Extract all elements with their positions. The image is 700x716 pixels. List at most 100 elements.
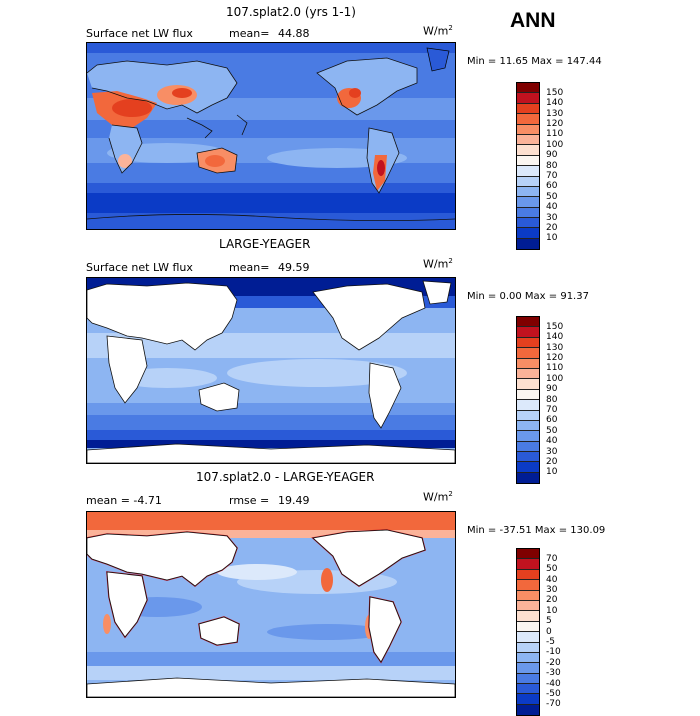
- panel2-level-label: 80: [546, 395, 558, 405]
- panel2-mean-label: mean=: [229, 261, 270, 274]
- panel1-mean-value: 44.88: [278, 27, 310, 40]
- panel3-level-label: 30: [546, 585, 558, 595]
- panel1-variable-label: Surface net LW flux: [86, 27, 193, 40]
- panel3-level-label: -50: [546, 689, 561, 699]
- panel2-swatch-9: [517, 410, 539, 421]
- panel3-swatch-4: [517, 590, 539, 601]
- panel3-level-label: 5: [546, 616, 552, 626]
- panel2-swatch-1: [517, 327, 539, 338]
- panel3-level-label: -30: [546, 668, 561, 678]
- panel1-swatch-5: [517, 134, 539, 146]
- panel2-level-label: 110: [546, 363, 564, 373]
- panel2-level-label: 150: [546, 322, 564, 332]
- panel3-level-label: -5: [546, 637, 555, 647]
- panel2-swatch-14: [517, 462, 539, 473]
- panel1-minmax: Min = 11.65 Max = 147.44: [467, 56, 602, 67]
- panel2-level-label: 20: [546, 457, 558, 467]
- panel3-level-label: 50: [546, 564, 558, 574]
- panel2-swatch-10: [517, 420, 539, 432]
- panel2-level-label: 30: [546, 447, 558, 457]
- panel3-title: 107.splat2.0 - LARGE-YEAGER: [196, 470, 375, 484]
- panel3-colorbar: [516, 548, 540, 716]
- panel1-units: W/m2: [423, 24, 453, 38]
- panel3-level-label: 20: [546, 595, 558, 605]
- panel3-level-label: -10: [546, 647, 561, 657]
- panel2-level-label: 90: [546, 384, 558, 394]
- panel2-swatch-4: [517, 358, 539, 369]
- panel1-swatch-12: [517, 207, 539, 219]
- panel2-map: [86, 277, 456, 464]
- panel3-swatch-3: [517, 580, 539, 591]
- panel1-level-label: 10: [546, 233, 558, 243]
- panel2-swatch-15: [517, 472, 539, 484]
- panel3-swatch-9: [517, 642, 539, 653]
- panel2-map-canvas: [87, 278, 455, 463]
- panel3-swatch-5: [517, 600, 539, 612]
- panel2-swatch-11: [517, 431, 539, 442]
- panel1-swatch-13: [517, 218, 539, 229]
- panel3-map: [86, 511, 456, 698]
- panel2-swatch-7: [517, 389, 539, 401]
- panel1-swatch-4: [517, 124, 539, 135]
- panel1-level-label: 70: [546, 171, 558, 181]
- panel3-swatch-12: [517, 673, 539, 685]
- panel2-swatch-5: [517, 368, 539, 380]
- panel2-level-label: 70: [546, 405, 558, 415]
- panel3-level-label: 40: [546, 575, 558, 585]
- panel1-swatch-3: [517, 114, 539, 125]
- panel3-swatch-8: [517, 632, 539, 643]
- panel1-swatch-1: [517, 93, 539, 104]
- panel2-variable-label: Surface net LW flux: [86, 261, 193, 274]
- panel1-level-label: 110: [546, 129, 564, 139]
- panel1-swatch-9: [517, 176, 539, 187]
- panel2-level-label: 40: [546, 436, 558, 446]
- panel2-level-label: 100: [546, 374, 564, 384]
- panel3-rmse-label: rmse =: [229, 494, 270, 507]
- panel2-colorbar: [516, 316, 540, 485]
- panel3-level-label: 10: [546, 606, 558, 616]
- panel1-level-label: 50: [546, 192, 558, 202]
- panel3-swatch-15: [517, 704, 539, 716]
- panel3-minmax: Min = -37.51 Max = 130.09: [467, 525, 606, 536]
- panel1-level-label: 130: [546, 109, 564, 119]
- panel2-mean-value: 49.59: [278, 261, 310, 274]
- panel3-swatch-6: [517, 611, 539, 622]
- panel2-swatch-8: [517, 400, 539, 411]
- panel2-units: W/m2: [423, 257, 453, 271]
- panel3-swatch-10: [517, 652, 539, 664]
- panel2-swatch-3: [517, 348, 539, 359]
- panel1-map-canvas: [87, 43, 455, 229]
- panel1-swatch-7: [517, 155, 539, 167]
- panel1-level-label: 80: [546, 161, 558, 171]
- panel3-mean-label: mean = -4.71: [86, 494, 162, 507]
- panel2-level-label: 50: [546, 426, 558, 436]
- panel1-title: 107.splat2.0 (yrs 1-1): [226, 5, 356, 19]
- panel1-swatch-0: [517, 83, 539, 94]
- panel3-level-label: -70: [546, 699, 561, 709]
- panel2-title: LARGE-YEAGER: [219, 237, 311, 251]
- panel1-swatch-14: [517, 228, 539, 239]
- panel3-swatch-7: [517, 621, 539, 633]
- panel2-level-label: 60: [546, 415, 558, 425]
- panel2-swatch-0: [517, 317, 539, 328]
- panel3-level-label: 70: [546, 554, 558, 564]
- panel3-swatch-1: [517, 559, 539, 570]
- panel1-level-label: 20: [546, 223, 558, 233]
- panel3-swatch-0: [517, 549, 539, 560]
- panel2-swatch-6: [517, 379, 539, 390]
- panel3-swatch-11: [517, 663, 539, 674]
- panel3-level-label: -20: [546, 658, 561, 668]
- panel2-level-label: 120: [546, 353, 564, 363]
- panel1-swatch-6: [517, 145, 539, 156]
- panel3-rmse-value: 19.49: [278, 494, 310, 507]
- panel1-swatch-10: [517, 186, 539, 198]
- panel2-level-label: 140: [546, 332, 564, 342]
- panel1-level-label: 150: [546, 88, 564, 98]
- panel1-level-label: 120: [546, 119, 564, 129]
- panel1-level-label: 140: [546, 98, 564, 108]
- panel1-swatch-15: [517, 238, 539, 250]
- panel1-colorbar: [516, 82, 540, 251]
- panel1-level-label: 90: [546, 150, 558, 160]
- panel2-swatch-2: [517, 337, 539, 349]
- panel1-level-label: 30: [546, 213, 558, 223]
